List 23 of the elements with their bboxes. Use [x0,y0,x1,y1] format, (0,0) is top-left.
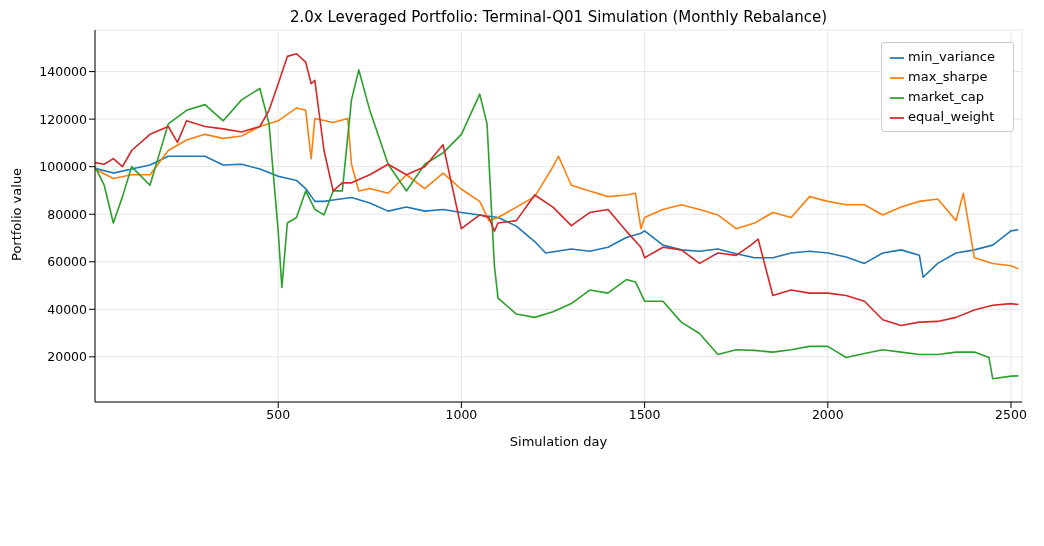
y-tick-label: 80000 [47,206,88,222]
x-tick-label: 2000 [811,406,844,422]
x-tick-label: 1500 [628,406,661,422]
x-axis-title: Simulation day [509,434,608,449]
y-axis-title: Portfolio value [8,167,24,261]
y-tick-label: 20000 [47,349,88,365]
line-series [95,52,1020,327]
line-series [95,107,1020,270]
legend-label: max_sharpe [908,69,988,84]
line-series [95,69,1020,380]
legend-label: equal_weight [908,109,995,124]
legend-label: market_cap [908,89,985,104]
y-tick-label: 120000 [39,111,88,127]
x-tick-label: 1000 [445,406,478,422]
x-tick-label: 2500 [995,406,1027,422]
y-tick-label: 60000 [47,254,88,270]
y-tick-label: 40000 [47,301,88,317]
legend-label: min_variance [908,49,995,64]
line-series [95,155,1020,279]
y-tick-label: 140000 [39,64,88,80]
chart-title: 2.0x Leveraged Portfolio: Terminal-Q01 Simulation (Monthly Rebalance) [288,8,829,26]
y-tick-label: 100000 [39,159,88,175]
x-tick-label: 500 [266,406,291,422]
